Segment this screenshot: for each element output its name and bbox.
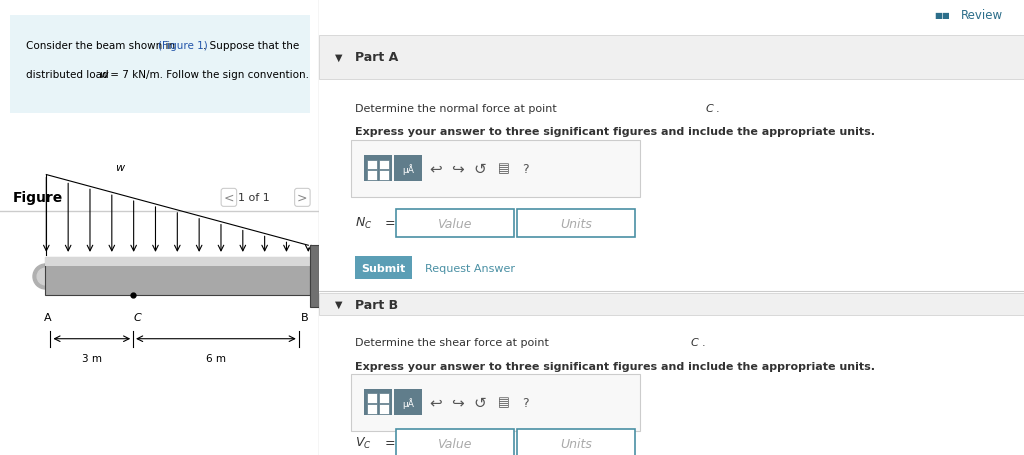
- FancyBboxPatch shape: [351, 141, 640, 198]
- Text: ▤: ▤: [499, 396, 510, 409]
- Text: $V_C$: $V_C$: [354, 435, 372, 450]
- Text: Value: Value: [437, 437, 472, 450]
- Bar: [319, 293, 1024, 315]
- Text: Part B: Part B: [354, 298, 398, 311]
- Text: Submit: Submit: [361, 263, 406, 273]
- Text: ?: ?: [522, 162, 528, 175]
- Text: Value: Value: [437, 217, 472, 230]
- Text: Determine the shear force at point: Determine the shear force at point: [354, 338, 552, 348]
- Bar: [517, 429, 635, 455]
- Bar: [379, 160, 388, 169]
- Bar: [379, 394, 388, 403]
- Text: A: A: [44, 313, 52, 323]
- Text: Request Answer: Request Answer: [425, 263, 515, 273]
- Text: ▼: ▼: [335, 299, 342, 309]
- Text: ▼: ▼: [335, 53, 342, 63]
- Text: Figure: Figure: [12, 191, 63, 205]
- Text: (Figure 1): (Figure 1): [158, 40, 208, 51]
- Text: ↩: ↩: [429, 395, 442, 410]
- Bar: [310, 246, 319, 307]
- Bar: [364, 389, 392, 415]
- Text: ↩: ↩: [429, 162, 442, 176]
- Text: B: B: [301, 313, 309, 323]
- Text: <: <: [223, 192, 234, 204]
- Bar: [367, 171, 377, 180]
- Bar: [45, 257, 310, 266]
- Text: Review: Review: [961, 10, 1002, 22]
- Bar: [364, 156, 392, 182]
- Text: Part A: Part A: [354, 51, 398, 64]
- Text: Express your answer to three significant figures and include the appropriate uni: Express your answer to three significant…: [354, 361, 874, 371]
- Text: =: =: [385, 217, 395, 229]
- Text: Units: Units: [560, 217, 592, 230]
- Text: ■■: ■■: [934, 11, 950, 20]
- Text: $N_C$: $N_C$: [354, 215, 372, 231]
- Text: ?: ?: [522, 396, 528, 409]
- Bar: [319, 36, 1024, 80]
- Bar: [367, 394, 377, 403]
- Text: ↺: ↺: [474, 162, 486, 176]
- Text: w: w: [99, 70, 108, 80]
- FancyBboxPatch shape: [9, 16, 310, 114]
- Text: >: >: [297, 192, 307, 204]
- Text: Units: Units: [560, 437, 592, 450]
- Bar: [395, 210, 514, 238]
- Text: distributed load: distributed load: [26, 70, 112, 80]
- Bar: [45, 257, 310, 296]
- Text: = 7 kN/m. Follow the sign convention.: = 7 kN/m. Follow the sign convention.: [108, 70, 309, 80]
- Bar: [379, 171, 388, 180]
- Bar: [394, 389, 422, 415]
- Text: . Suppose that the: . Suppose that the: [203, 40, 299, 51]
- Text: ↺: ↺: [474, 395, 486, 410]
- Text: 6 m: 6 m: [206, 353, 226, 363]
- Text: C: C: [691, 338, 698, 348]
- Text: =: =: [385, 436, 395, 449]
- Text: .: .: [701, 338, 705, 348]
- Text: C: C: [133, 313, 141, 323]
- Text: 1 of 1: 1 of 1: [239, 193, 270, 203]
- Text: Determine the normal force at point: Determine the normal force at point: [354, 103, 560, 113]
- Text: μÅ: μÅ: [402, 163, 414, 174]
- Text: .: .: [716, 103, 720, 113]
- Text: w: w: [115, 163, 124, 173]
- Text: ↪: ↪: [452, 162, 464, 176]
- FancyBboxPatch shape: [351, 374, 640, 431]
- Text: ↪: ↪: [452, 395, 464, 410]
- Bar: [379, 404, 388, 414]
- Text: Consider the beam shown in: Consider the beam shown in: [26, 40, 178, 51]
- Text: μÅ: μÅ: [402, 397, 414, 408]
- Text: C: C: [706, 103, 714, 113]
- Bar: [367, 404, 377, 414]
- Bar: [394, 156, 422, 182]
- Bar: [367, 160, 377, 169]
- Text: ▤: ▤: [499, 162, 510, 175]
- Bar: [354, 256, 413, 280]
- Bar: [517, 210, 635, 238]
- Bar: [395, 429, 514, 455]
- Text: Express your answer to three significant figures and include the appropriate uni: Express your answer to three significant…: [354, 127, 874, 137]
- Text: 3 m: 3 m: [82, 353, 101, 363]
